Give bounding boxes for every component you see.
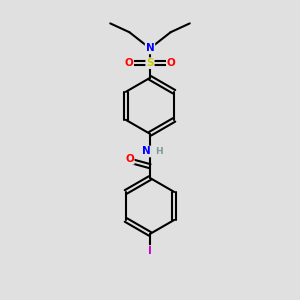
Text: O: O [125, 154, 134, 164]
Text: O: O [167, 58, 176, 68]
Text: I: I [148, 246, 152, 256]
Text: S: S [146, 58, 154, 68]
Text: N: N [142, 146, 151, 157]
Text: N: N [146, 44, 154, 53]
Text: H: H [156, 147, 163, 156]
Text: O: O [124, 58, 133, 68]
